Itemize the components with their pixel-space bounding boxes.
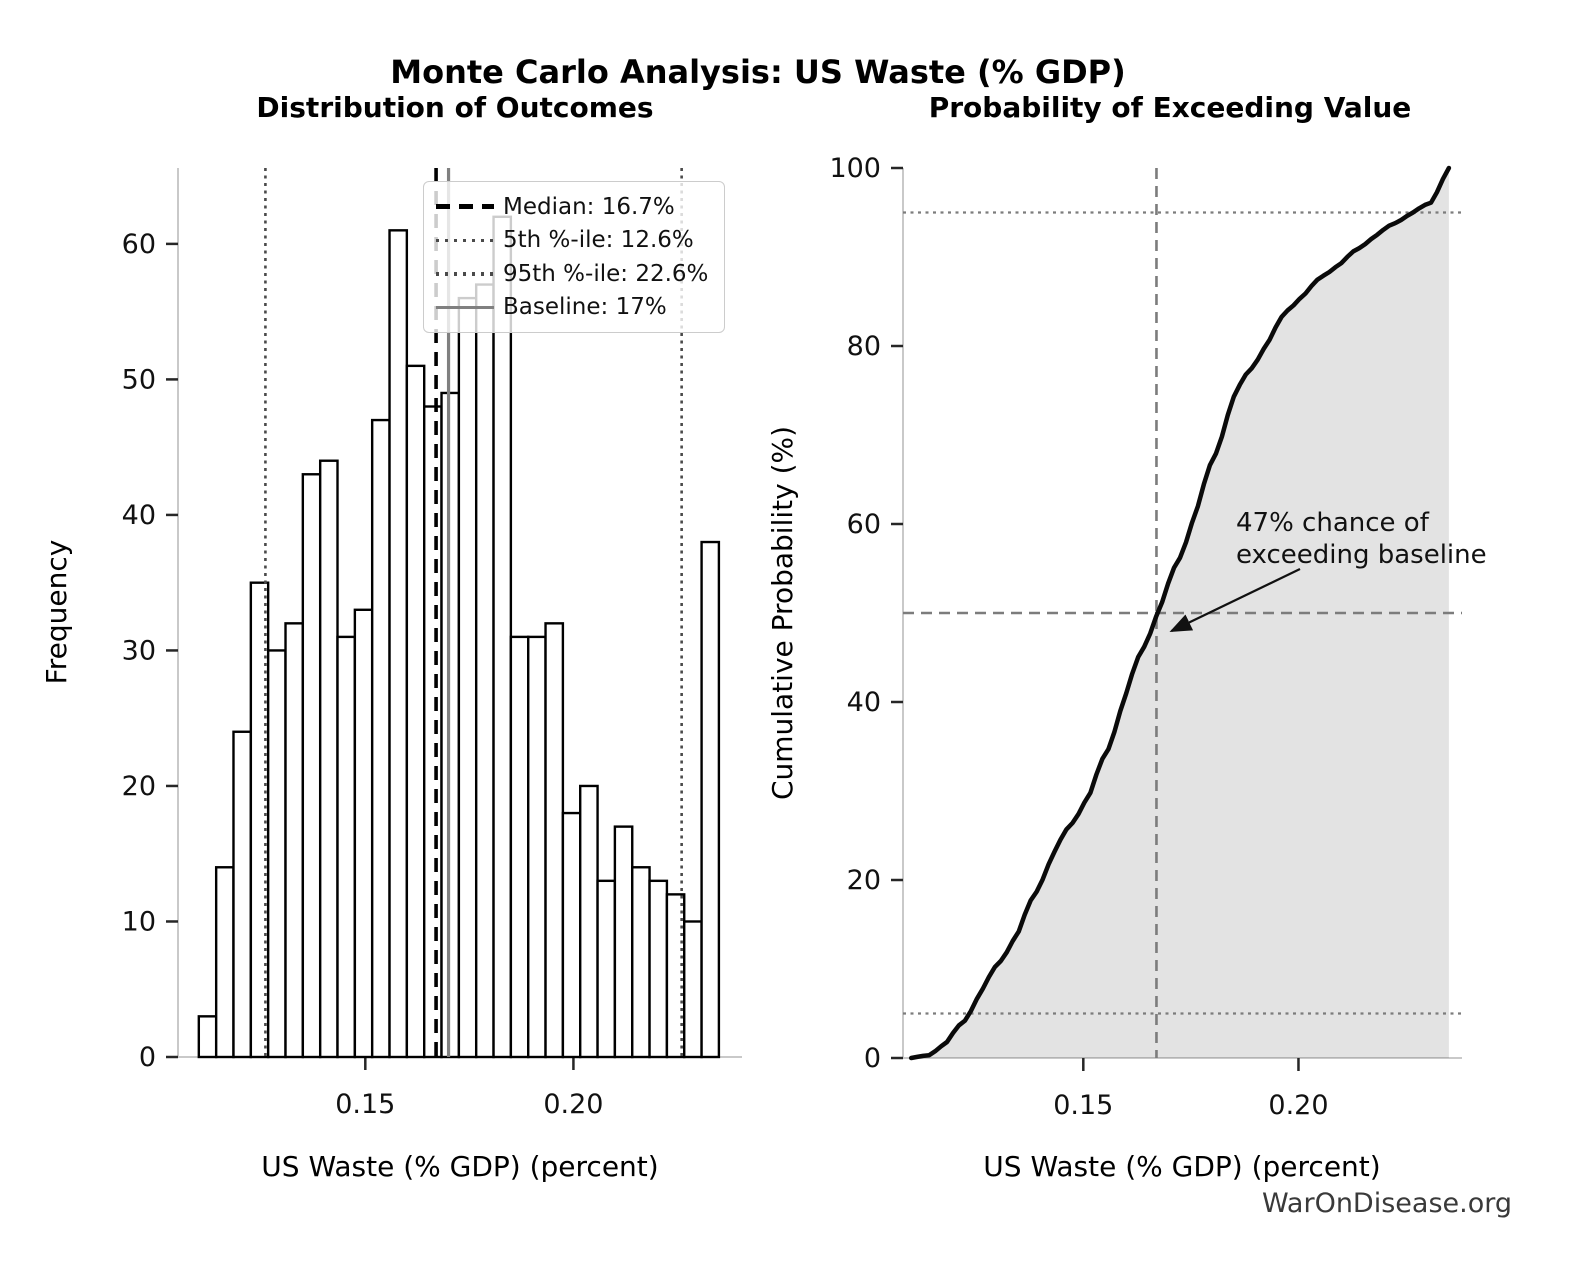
histogram-bar [336,635,357,1059]
histogram-bar [301,473,322,1059]
legend-median-line-sample [436,204,494,210]
legend-p5-line-sample [436,238,494,242]
legend-p5-label: 5th %-ile: 12.6% [503,227,694,254]
histogram-bar [232,730,253,1059]
x-tick-label: 0.15 [1053,1090,1113,1121]
cdf-annotation-line2: exceeding baseline [1236,540,1487,570]
histogram-bar [544,622,565,1059]
histogram-bar [527,635,547,1059]
left-ylabel: Frequency [40,540,73,685]
y-tick-label: 50 [122,364,156,395]
legend-baseline-label: Baseline: 17% [503,294,667,321]
histogram-bar [648,879,669,1059]
legend-p95-label: 95th %-ile: 22.6% [503,260,709,287]
y-tick-label: 30 [122,635,156,666]
y-tick-label: 100 [829,153,881,184]
legend-item-p95: 95th %-ile: 22.6% [436,261,712,287]
histogram-bar [440,391,461,1059]
histogram-bar [423,405,443,1059]
y-tick-label: 0 [864,1043,881,1074]
histogram-bar [266,649,287,1059]
histogram-bar [613,825,634,1059]
histogram-bar [631,866,651,1059]
x-tick-label: 0.15 [335,1089,395,1120]
legend: Median: 16.7% 5th %-ile: 12.6% 95th %-ile:… [423,181,725,333]
y-tick-label: 60 [847,509,881,540]
legend-baseline-line-sample [436,305,494,309]
histogram-bar [214,866,235,1059]
left-xlabel: US Waste (% GDP) (percent) [261,1150,658,1183]
right-plot-title: Probability of Exceeding Value [929,91,1412,124]
histogram-bar [318,459,339,1059]
histogram-bar [370,418,391,1059]
y-tick-label: 40 [847,687,881,718]
legend-median-label: Median: 16.7% [503,193,675,220]
histogram-bar [474,283,495,1059]
y-tick-label: 10 [122,906,156,937]
y-tick-label: 20 [847,865,881,896]
histogram-bar [509,635,530,1059]
histogram-bar [405,364,426,1059]
histogram-bar [700,540,721,1059]
y-tick-label: 0 [139,1042,156,1073]
histogram-bar [388,229,409,1059]
legend-item-median: Median: 16.7% [436,194,712,220]
right-ylabel: Cumulative Probability (%) [766,426,799,800]
histogram-bar [492,215,513,1059]
histogram-bar [284,622,305,1059]
histogram-bar [561,811,582,1059]
left-plot-title: Distribution of Outcomes [256,91,653,124]
legend-item-baseline: Baseline: 17% [436,294,712,320]
histogram-bar [596,879,617,1059]
cdf-annotation-line1: 47% chance of [1236,508,1430,538]
histogram-bar [197,1015,218,1059]
legend-p95-line-sample [436,272,494,276]
annotation-arrow [1169,568,1301,632]
right-xlabel: US Waste (% GDP) (percent) [983,1150,1380,1183]
y-tick-label: 20 [122,771,156,802]
histogram-bar [353,608,374,1059]
x-tick-label: 0.20 [543,1089,603,1120]
watermark: WarOnDisease.org [1262,1188,1512,1219]
cdf-curve [908,165,1452,1061]
page-title: Monte Carlo Analysis: US Waste (% GDP) [390,53,1126,91]
y-tick-label: 80 [847,331,881,362]
legend-item-p5: 5th %-ile: 12.6% [436,227,712,253]
histogram-bar [579,784,599,1059]
histogram-bar [683,920,703,1059]
y-tick-label: 40 [122,500,156,531]
x-tick-label: 0.20 [1268,1090,1328,1121]
histogram-bar [457,296,478,1059]
y-tick-label: 60 [122,229,156,260]
